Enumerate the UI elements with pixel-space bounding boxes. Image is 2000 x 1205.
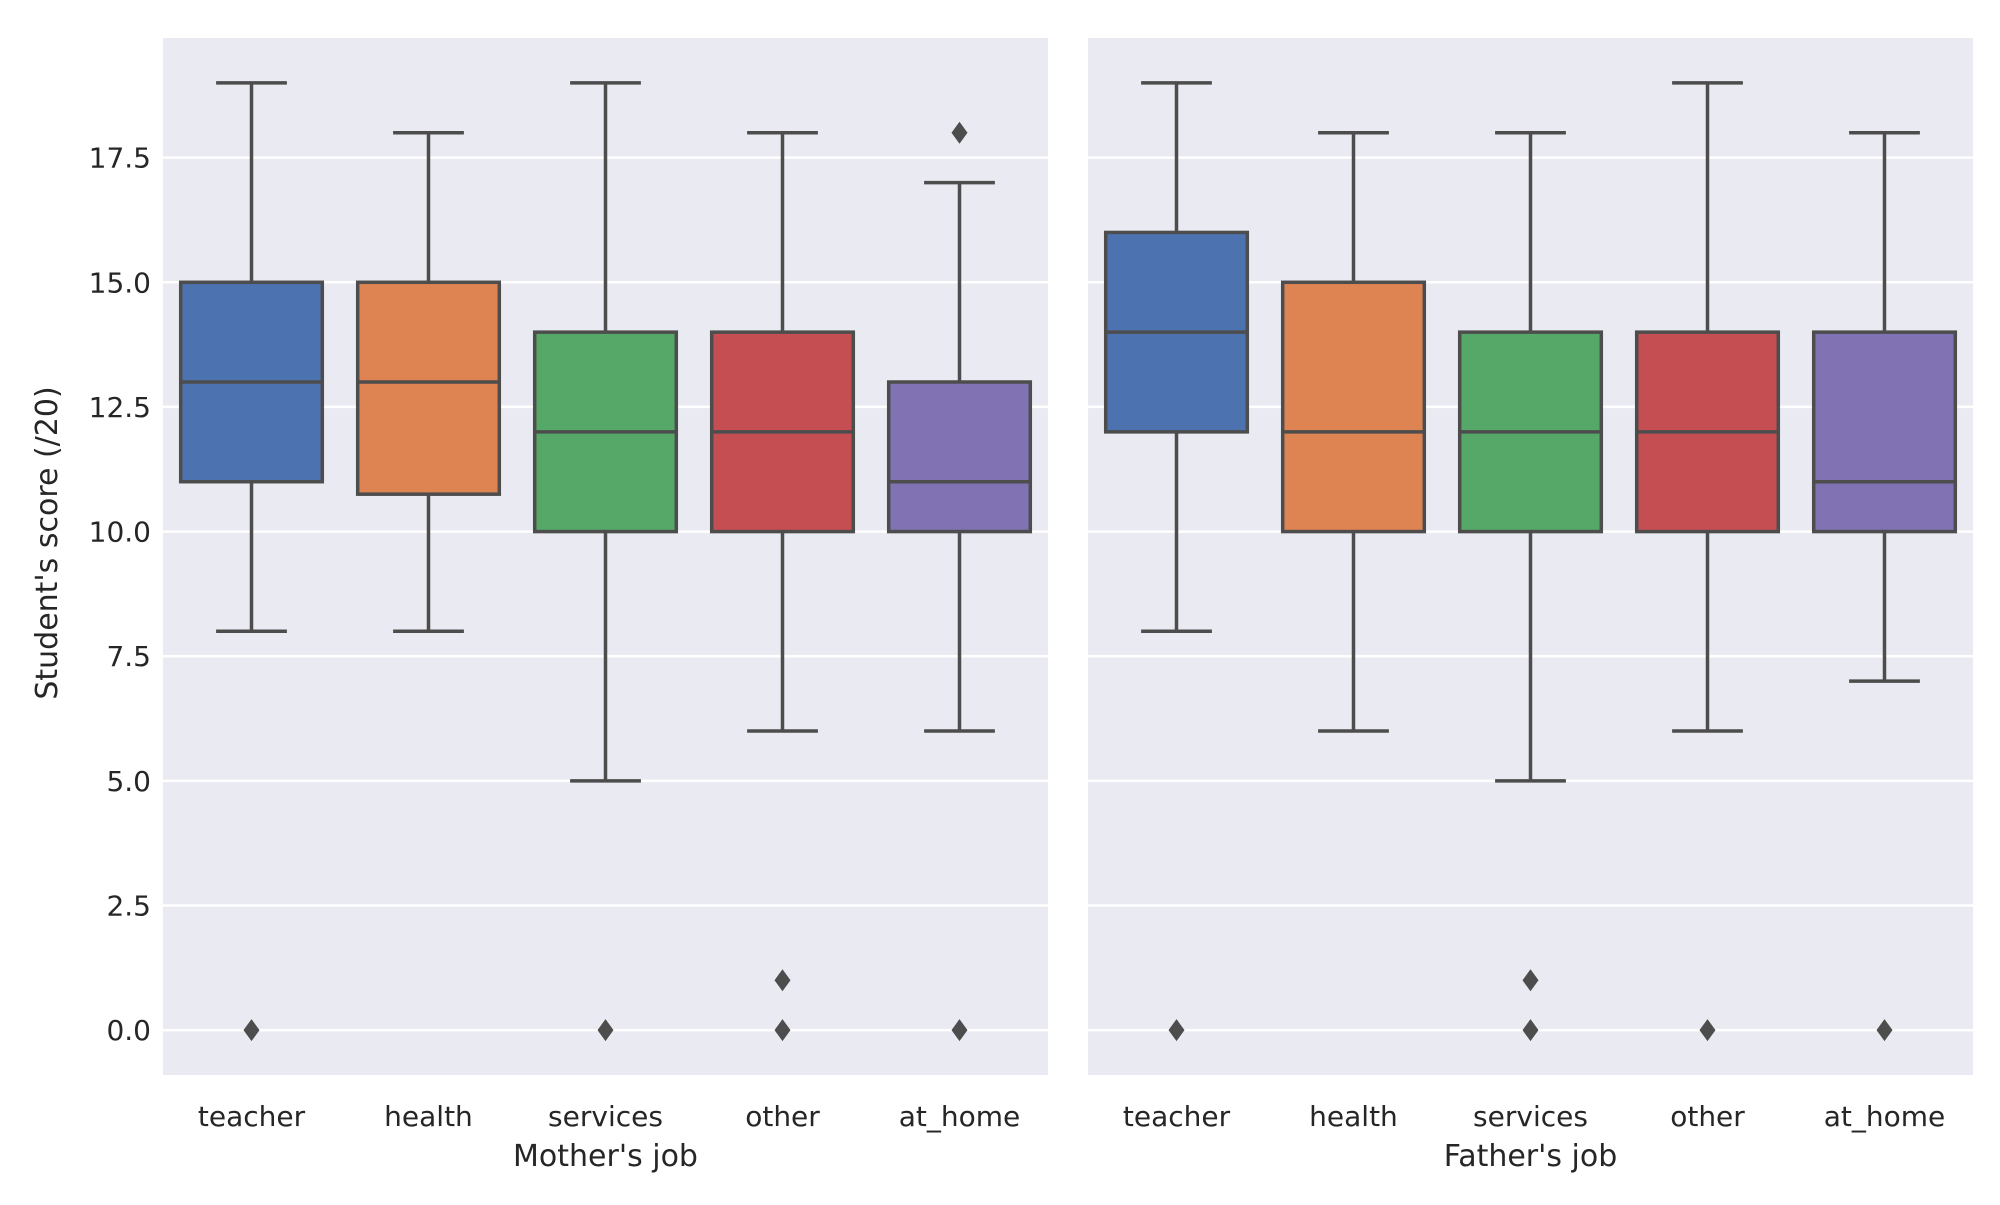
outlier-point: [1522, 1019, 1539, 1042]
outlier-point: [243, 1019, 260, 1042]
box-other: [709, 130, 856, 1042]
x-tick-label: other: [1670, 1100, 1745, 1133]
panel-1: 0.0 2.5 5.0 7.5 10.0 12.5 15.0 17.5 teacher healt…: [89, 38, 1048, 1174]
x-tick-label: health: [1309, 1100, 1398, 1133]
box-iqr: [355, 280, 502, 496]
y-tick-label: 2.5: [106, 889, 151, 922]
y-tick-label: 0.0: [106, 1014, 151, 1047]
outlier-point: [1522, 969, 1539, 992]
box-health: [355, 130, 502, 634]
box-iqr: [1811, 330, 1958, 534]
box-health: [1280, 130, 1427, 733]
outlier-point: [1168, 1019, 1185, 1042]
box-teacher: [1103, 81, 1250, 1042]
outlier-point: [951, 121, 968, 144]
y-axis-label: Student's score (/20): [30, 386, 65, 699]
y-tick-label: 5.0: [106, 765, 151, 798]
box-teacher: [178, 81, 325, 1042]
x-tick-label: services: [1473, 1100, 1588, 1133]
y-tick-label: 15.0: [89, 266, 151, 299]
outlier-point: [597, 1019, 614, 1042]
outlier-point: [1876, 1019, 1893, 1042]
box-iqr: [886, 380, 1033, 534]
y-tick-label: 12.5: [89, 391, 151, 424]
x-tick-label: health: [384, 1100, 473, 1133]
box-at_home: [886, 121, 1033, 1042]
x-tick-label: teacher: [198, 1100, 306, 1133]
outlier-point: [774, 969, 791, 992]
x-axis-label: Father's job: [1444, 1139, 1618, 1174]
x-tick-label: teacher: [1123, 1100, 1231, 1133]
x-axis-label: Mother's job: [513, 1139, 698, 1174]
outlier-point: [1699, 1019, 1716, 1042]
outlier-point: [951, 1019, 968, 1042]
panel-2: teacher health services other at_home Father'…: [1088, 38, 1973, 1174]
x-tick-label: at_home: [899, 1100, 1021, 1133]
box-other: [1634, 81, 1781, 1042]
y-tick-label: 7.5: [106, 640, 151, 673]
x-tick-label: services: [548, 1100, 663, 1133]
x-tick-label: other: [745, 1100, 820, 1133]
box-services: [1457, 130, 1604, 1042]
outlier-point: [774, 1019, 791, 1042]
box-iqr: [1280, 280, 1427, 534]
box-services: [532, 81, 679, 1042]
box-at_home: [1811, 130, 1958, 1042]
y-tick-label: 10.0: [89, 516, 151, 549]
x-tick-label: at_home: [1824, 1100, 1946, 1133]
y-tick-label: 17.5: [89, 142, 151, 175]
